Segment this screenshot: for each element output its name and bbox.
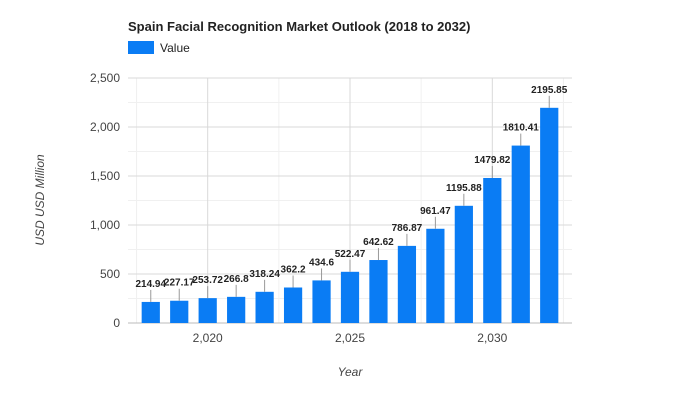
data-label: 214.94 [135,279,166,290]
data-label: 253.72 [192,275,223,286]
data-label: 1810.41 [503,123,540,134]
y-tick-label: 2,000 [90,120,120,134]
bar [369,260,388,323]
bar [540,107,559,323]
x-axis-label: Year [338,365,364,379]
data-label: 434.6 [309,257,334,268]
bar [141,301,160,323]
bar [255,291,274,323]
legend-swatch-value [128,41,154,54]
x-tick-label: 2,025 [335,331,365,345]
data-label-leaders [150,95,550,302]
y-tick-label: 2,500 [90,71,120,85]
y-axis-label: USD USD Million [33,154,47,246]
data-label: 642.62 [363,237,394,248]
x-axis-ticks: 2,020 2,025 2,030 [193,331,508,345]
bar [198,298,217,323]
bar [483,177,502,323]
bar [283,287,303,323]
data-label: 961.47 [420,206,451,217]
legend-label-value: Value [160,41,190,55]
chart-title: Spain Facial Recognition Market Outlook … [128,19,470,34]
bar [511,145,530,323]
data-label: 362.2 [281,265,306,276]
bar [340,271,360,323]
data-label: 266.8 [224,274,249,285]
bar [227,296,246,323]
legend: Value [128,41,190,55]
y-axis-ticks: 0 500 1,000 1,500 2,000 2,500 [90,71,120,330]
bars [141,107,559,323]
bar [426,228,445,323]
y-tick-label: 500 [100,267,120,281]
bar [454,205,473,323]
bar [312,280,331,323]
y-tick-label: 1,500 [90,169,120,183]
data-label: 786.87 [392,223,423,234]
data-label: 1479.82 [474,155,511,166]
data-label: 227.17 [164,278,195,289]
bar [397,245,417,323]
data-label: 522.47 [335,249,366,260]
y-tick-label: 1,000 [90,218,120,232]
y-tick-label: 0 [113,316,120,330]
x-tick-label: 2,030 [477,331,507,345]
data-label: 2195.85 [531,85,568,96]
data-label: 318.24 [249,269,280,280]
x-tick-label: 2,020 [193,331,223,345]
data-label: 1195.88 [446,183,482,194]
bar [170,300,189,323]
